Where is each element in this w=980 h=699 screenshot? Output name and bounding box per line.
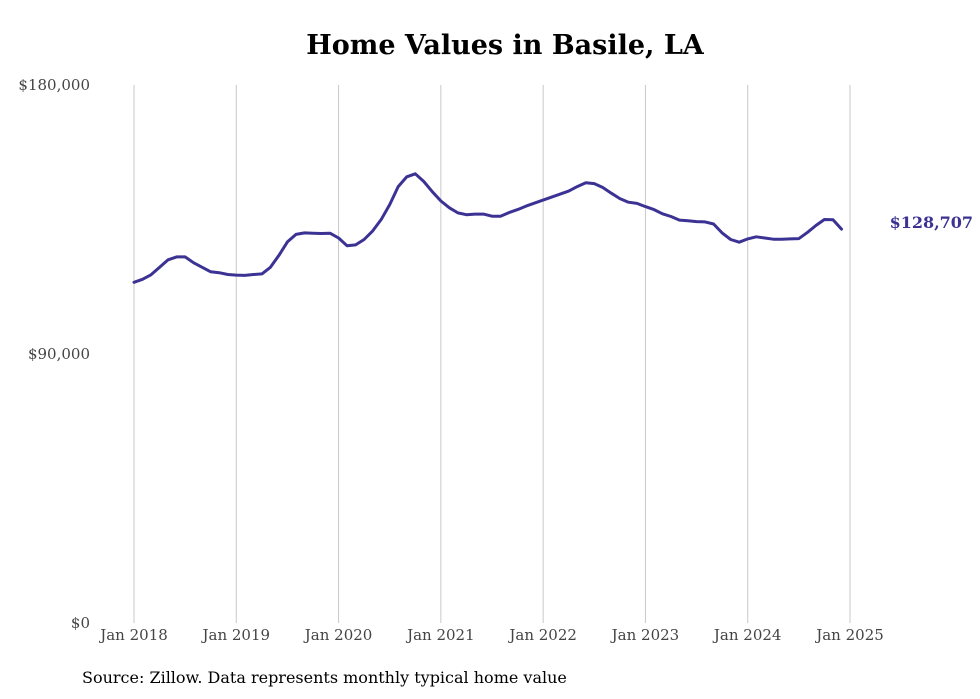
x-tick-label: Jan 2020 [303, 626, 373, 644]
y-tick-label: $90,000 [28, 345, 90, 363]
series-line [132, 172, 843, 284]
x-tick-label: Jan 2021 [405, 626, 475, 644]
y-axis-tick-labels: $0 $90,000 $180,000 [18, 76, 90, 632]
chart-title: Home Values in Basile, LA [306, 30, 704, 61]
y-tick-label: $180,000 [18, 76, 90, 94]
last-value-label: $128,707 [890, 213, 974, 232]
x-tick-label: Jan 2022 [507, 626, 577, 644]
source-note: Source: Zillow. Data represents monthly … [82, 668, 567, 687]
y-tick-label: $0 [71, 614, 90, 632]
x-tick-label: Jan 2023 [610, 626, 680, 644]
gridlines [133, 85, 851, 623]
x-axis-tick-labels: Jan 2018 Jan 2019 Jan 2020 Jan 2021 Jan 2022… [98, 626, 884, 644]
x-tick-label: Jan 2018 [98, 626, 168, 644]
x-tick-label: Jan 2025 [814, 626, 884, 644]
x-tick-label: Jan 2024 [712, 626, 782, 644]
x-tick-label: Jan 2019 [201, 626, 271, 644]
